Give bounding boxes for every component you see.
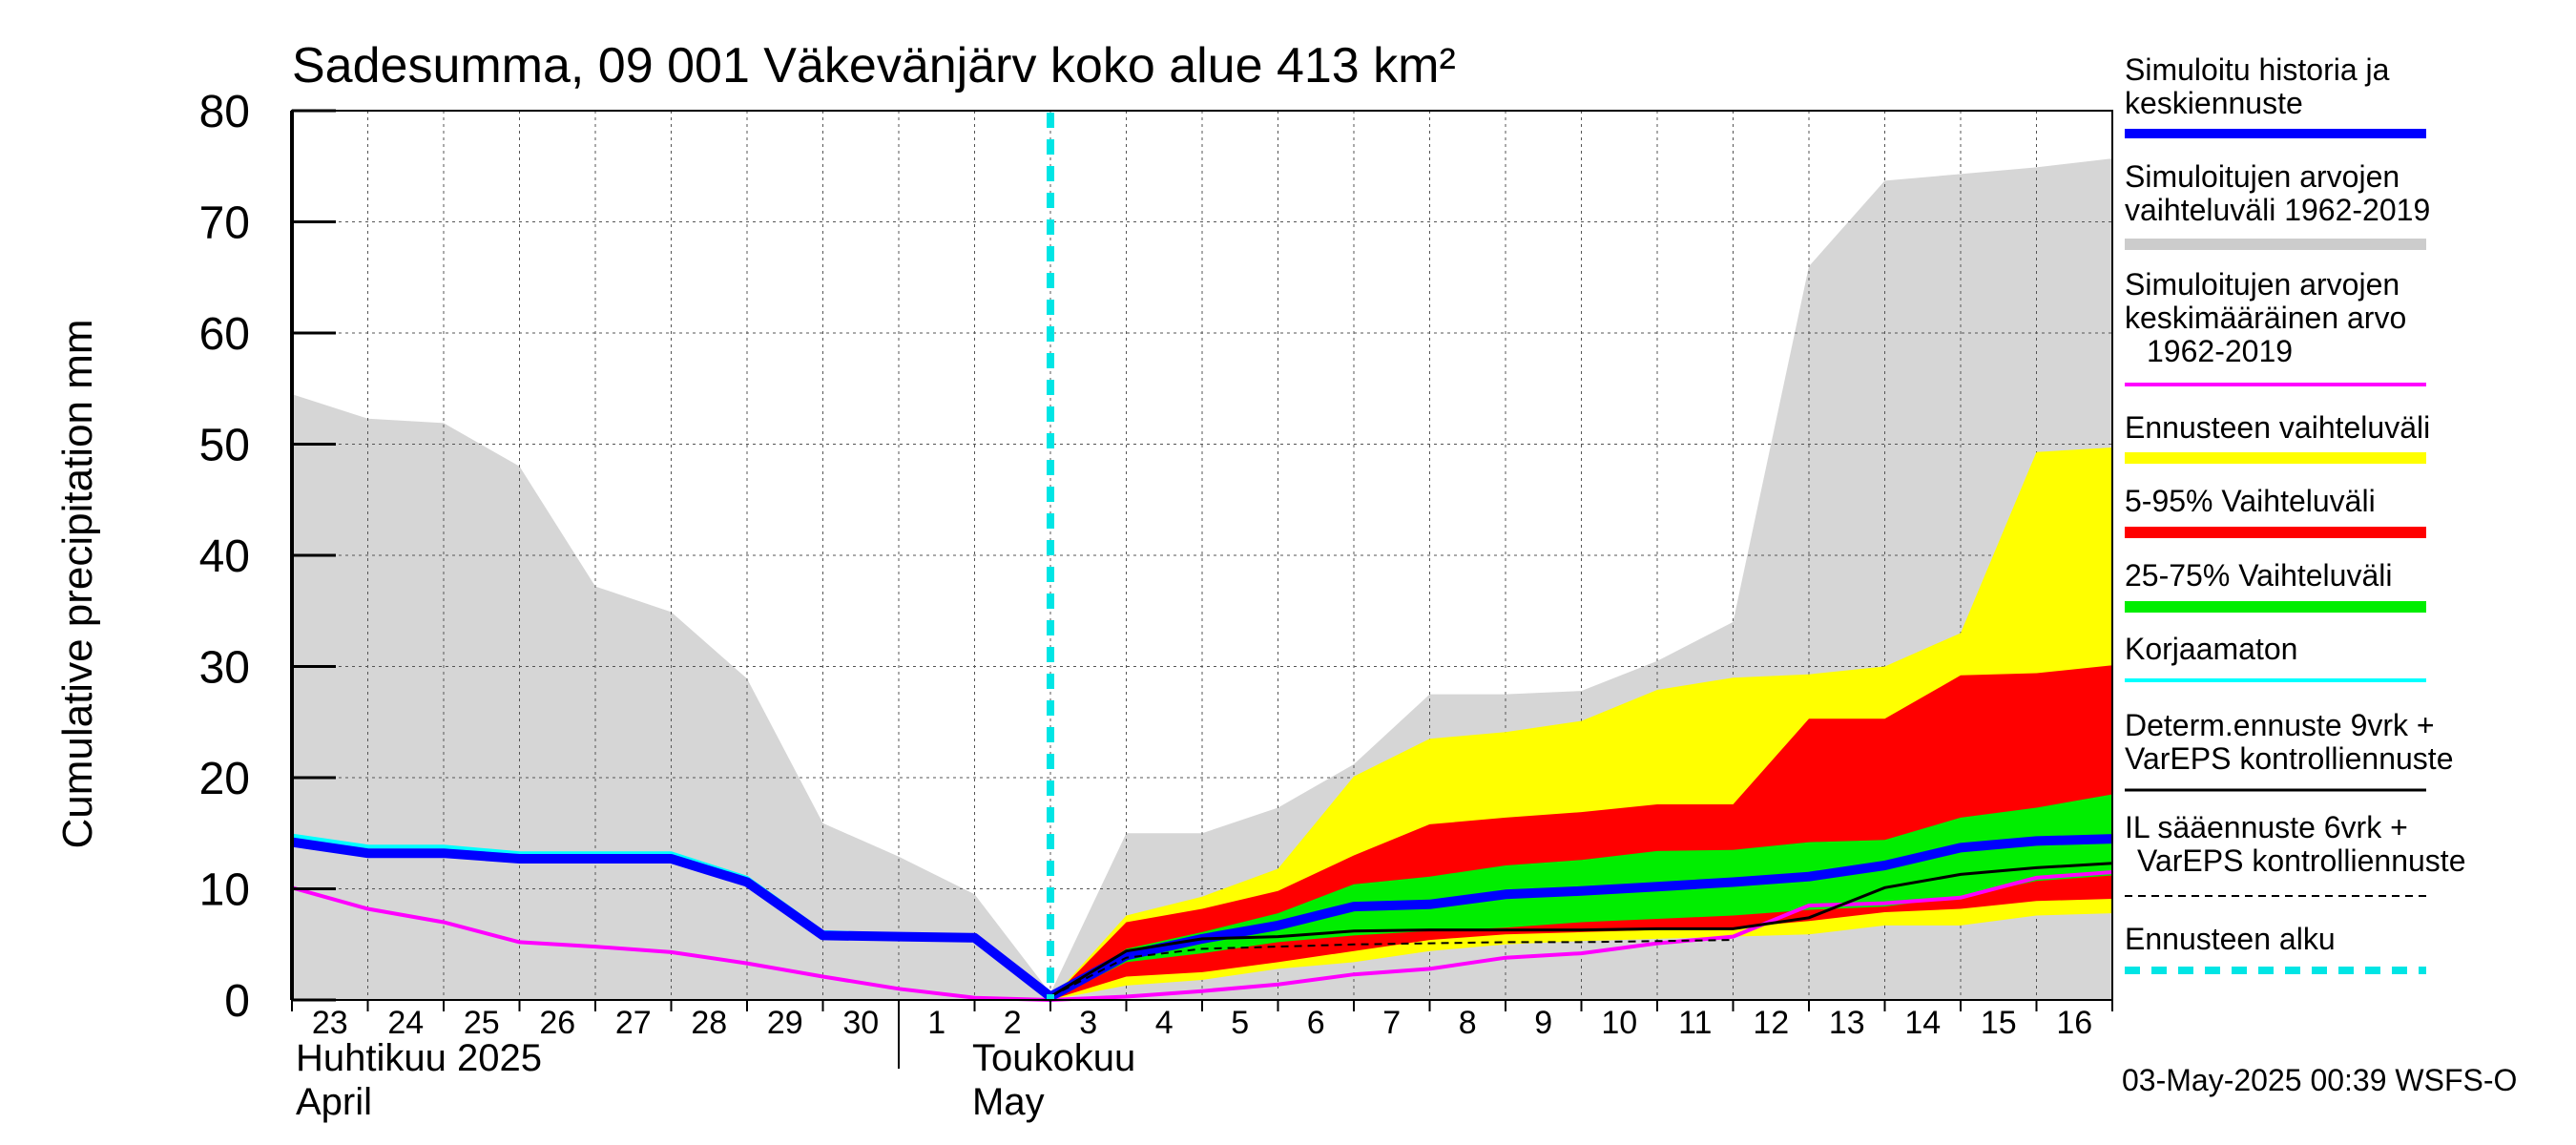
x-tick-label: 14: [1904, 1005, 1941, 1041]
x-tick-label: 24: [387, 1005, 424, 1041]
y-tick-label: 50: [199, 421, 250, 471]
x-tick-label: 30: [842, 1005, 879, 1041]
y-tick-label: 0: [224, 976, 250, 1027]
x-tick-label: 11: [1678, 1005, 1712, 1041]
x-tick-label: 25: [464, 1005, 500, 1041]
x-tick-label: 29: [767, 1005, 803, 1041]
footer-timestamp: 03-May-2025 00:39 WSFS-O: [2122, 1063, 2517, 1097]
x-tick-label: 4: [1155, 1005, 1174, 1041]
x-tick-label: 9: [1534, 1005, 1552, 1041]
x-axis: 23 24 25 26 27 28 29 30 1 2 3 4 5 6 7 8 9 10 11 12 13 14 15 16: [291, 1000, 2113, 1041]
y-tick-label: 70: [199, 198, 250, 249]
legend: Simuloitu historia ja keskiennuste Simulo…: [2125, 52, 2465, 974]
mean-1962-2019-line: [291, 870, 2113, 1003]
legend-text-determ: Determ.ennuste 9vrk + VarEPS kontrollienn…: [2125, 708, 2453, 776]
y-tick-label: 10: [199, 865, 250, 916]
y-tick-label: 40: [199, 531, 250, 582]
x-tick-label: 1: [927, 1005, 945, 1041]
chart-title: Sadesumma, 09 001 Väkevänjärv koko alue …: [292, 38, 1456, 94]
plot-area: [291, 110, 2113, 1003]
x-tick-label: 12: [1753, 1005, 1789, 1041]
month-label-may-fi: Toukokuu: [972, 1037, 1135, 1079]
il-6d-line: [1049, 939, 1734, 998]
x-tick-label: 8: [1459, 1005, 1477, 1041]
month-label-may-en: May: [972, 1081, 1045, 1123]
x-tick-label: 27: [615, 1005, 652, 1041]
x-tick-label: 2: [1004, 1005, 1022, 1041]
month-label-april-en: April: [296, 1081, 372, 1123]
x-tick-label: 13: [1829, 1005, 1865, 1041]
y-tick-label: 20: [199, 754, 250, 804]
legend-text-median: Simuloitu historia ja keskiennuste: [2125, 52, 2390, 120]
legend-text-start: Ennusteen alku: [2125, 922, 2336, 956]
legend-text-uncorrected: Korjaamaton: [2125, 632, 2297, 666]
grid-layer: [292, 111, 2112, 1000]
deterministic-9d-line: [1049, 862, 2113, 998]
month-label-april-fi: Huhtikuu 2025: [296, 1037, 542, 1079]
x-tick-label: 3: [1079, 1005, 1097, 1041]
x-tick-label: 6: [1307, 1005, 1325, 1041]
y-axis-label: Cumulative precipitation mm: [54, 319, 101, 848]
x-tick-label: 23: [312, 1005, 348, 1041]
y-tick-label: 30: [199, 643, 250, 694]
x-tick-label: 26: [539, 1005, 575, 1041]
x-tick-label: 28: [691, 1005, 727, 1041]
x-tick-label: 10: [1601, 1005, 1637, 1041]
y-tick-label: 60: [199, 309, 250, 360]
x-tick-label: 16: [2056, 1005, 2092, 1041]
x-tick-label: 7: [1382, 1005, 1401, 1041]
legend-text-hist-range: Simuloitujen arvojen vaihteluväli 1962-20…: [2125, 159, 2430, 227]
series-lines-layer: [291, 833, 2113, 1003]
x-tick-label: 5: [1231, 1005, 1249, 1041]
p25-75-band: [1050, 794, 2112, 1000]
y-tick-label: 80: [199, 87, 250, 137]
legend-text-p5-95: 5-95% Vaihteluväli: [2125, 484, 2376, 518]
legend-text-p25-75: 25-75% Vaihteluväli: [2125, 558, 2392, 593]
x-tick-label: 15: [1981, 1005, 2017, 1041]
y-axis: 0 10 20 30 40 50 60 70 80: [199, 87, 336, 1027]
legend-text-mean: Simuloitujen arvojen keskimääräinen arvo 1…: [2125, 267, 2406, 368]
legend-text-fc-range: Ennusteen vaihteluväli: [2125, 410, 2430, 445]
legend-text-il: IL sääennuste 6vrk + VarEPS kontrolliennu…: [2125, 810, 2465, 878]
